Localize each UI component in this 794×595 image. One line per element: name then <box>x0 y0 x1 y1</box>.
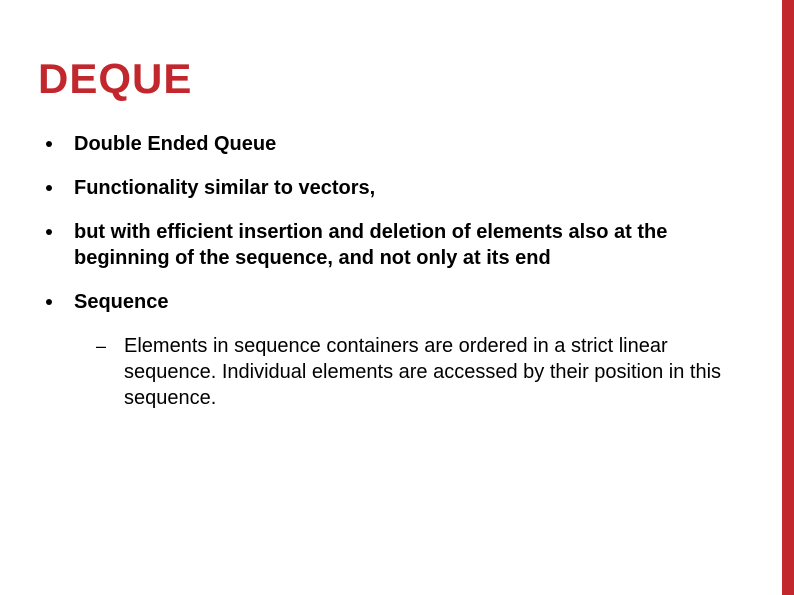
bullet-icon <box>46 141 52 147</box>
accent-bar <box>782 0 794 595</box>
bullet-text: Functionality similar to vectors, <box>74 175 744 201</box>
sub-list-item: – Elements in sequence containers are or… <box>74 333 744 411</box>
sub-bullet-text: Elements in sequence containers are orde… <box>124 333 744 411</box>
bullet-text: Double Ended Queue <box>74 131 744 157</box>
bullet-text-wrapper: Sequence – Elements in sequence containe… <box>74 289 744 411</box>
bullet-text: but with efficient insertion and deletio… <box>74 219 744 271</box>
bullet-icon <box>46 229 52 235</box>
slide-title: DEQUE <box>38 55 744 103</box>
dash-icon: – <box>96 335 106 358</box>
list-item: but with efficient insertion and deletio… <box>46 219 744 271</box>
slide-content: DEQUE Double Ended Queue Functionality s… <box>0 0 794 411</box>
list-item: Double Ended Queue <box>46 131 744 157</box>
bullet-icon <box>46 299 52 305</box>
bullet-icon <box>46 185 52 191</box>
bullet-text: Sequence <box>74 291 168 313</box>
sub-bullet-list: – Elements in sequence containers are or… <box>74 333 744 411</box>
list-item: Sequence – Elements in sequence containe… <box>46 289 744 411</box>
bullet-list: Double Ended Queue Functionality similar… <box>38 131 744 411</box>
list-item: Functionality similar to vectors, <box>46 175 744 201</box>
